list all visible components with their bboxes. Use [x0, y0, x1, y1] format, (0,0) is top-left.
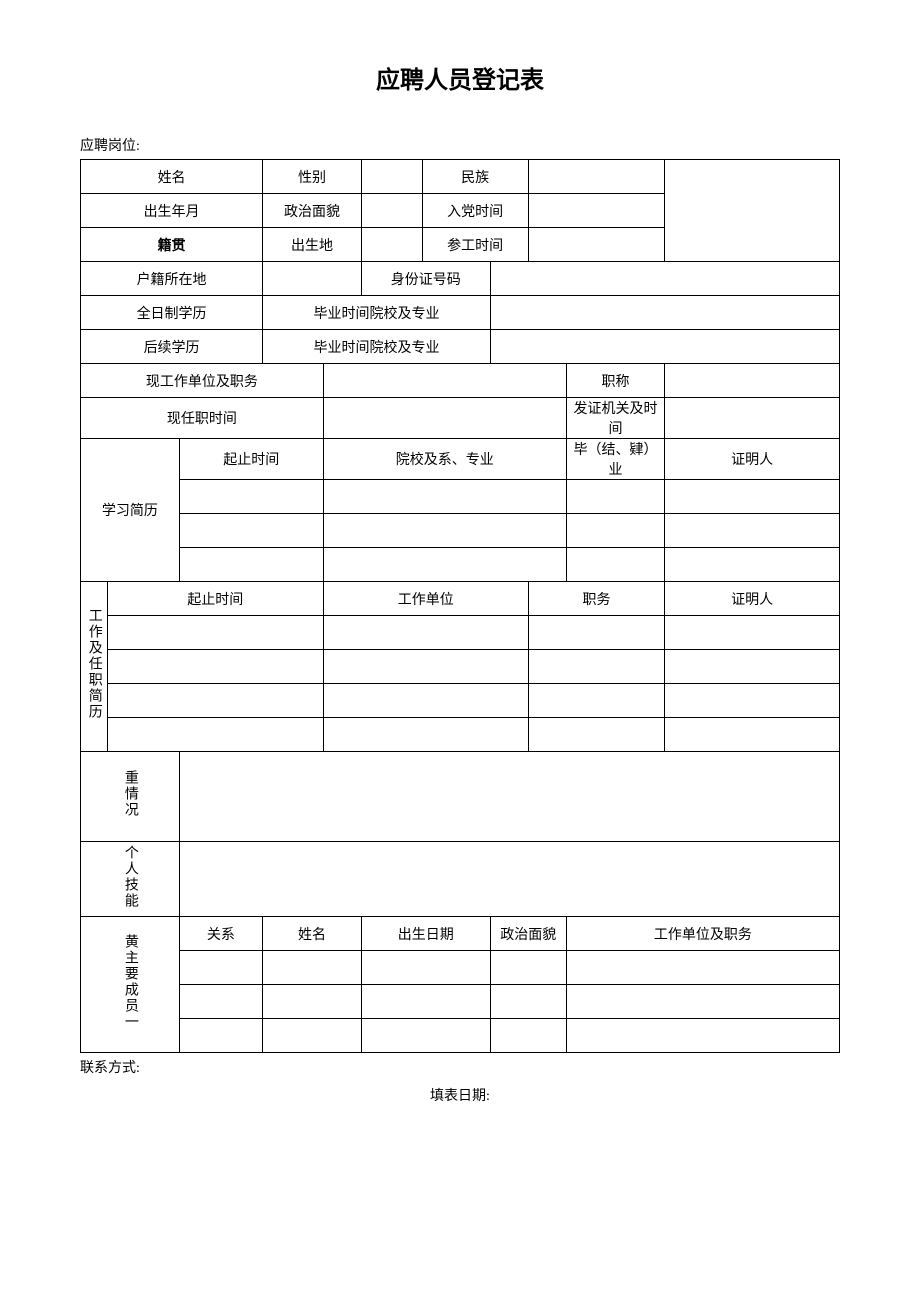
label-cert: 发证机关及时间: [566, 398, 665, 439]
label-id: 身份证号码: [361, 262, 490, 296]
label-political: 政治面貌: [263, 194, 362, 228]
position-label: 应聘岗位:: [80, 135, 840, 155]
row-study-2: [81, 514, 840, 548]
label-work-unit: 工作单位: [323, 582, 528, 616]
label-tenure: 现任职时间: [81, 398, 324, 439]
label-study-period: 起止时间: [179, 439, 323, 480]
label-edu-cont: 后续学历: [81, 330, 263, 364]
value-current-work: [323, 364, 566, 398]
label-party-date: 入党时间: [422, 194, 528, 228]
row-family-header: 黄主要成员一 关系 姓名 出生日期 政治面貌 工作单位及职务: [81, 917, 840, 951]
row-edu-cont: 后续学历 毕业时间院校及专业: [81, 330, 840, 364]
value-party-date: [528, 194, 665, 228]
row-study-header: 学习简历 起止时间 院校及系、专业 毕（结、肄）业 证明人: [81, 439, 840, 480]
value-tenure: [323, 398, 566, 439]
label-gender: 性别: [263, 160, 362, 194]
row-family-2: [81, 985, 840, 1019]
row-important: 重情况: [81, 752, 840, 842]
label-work-date: 参工时间: [422, 228, 528, 262]
label-family-relation: 关系: [179, 917, 262, 951]
label-study-witness: 证明人: [665, 439, 840, 480]
row-work-3: [81, 684, 840, 718]
row-work-4: [81, 718, 840, 752]
label-study: 学习简历: [81, 439, 180, 582]
label-current-work: 现工作单位及职务: [81, 364, 324, 398]
label-work-witness: 证明人: [665, 582, 840, 616]
date-label: 填表日期:: [80, 1085, 840, 1105]
label-work-position: 职务: [528, 582, 665, 616]
row-study-3: [81, 548, 840, 582]
value-birthplace: [361, 228, 422, 262]
value-political: [361, 194, 422, 228]
row-tenure: 现任职时间 发证机关及时间: [81, 398, 840, 439]
label-family-dob: 出生日期: [361, 917, 490, 951]
value-gender: [361, 160, 422, 194]
value-id: [490, 262, 839, 296]
label-work: 工作及任职简历: [81, 582, 108, 752]
row-family-1: [81, 951, 840, 985]
value-grad-full: [490, 296, 839, 330]
row-current-work: 现工作单位及职务 职称: [81, 364, 840, 398]
row-hukou: 户籍所在地 身份证号码: [81, 262, 840, 296]
value-cert: [665, 398, 840, 439]
label-family: 黄主要成员一: [81, 917, 180, 1053]
label-native: 籍贯: [81, 228, 263, 262]
label-birthplace: 出生地: [263, 228, 362, 262]
label-work-period: 起止时间: [107, 582, 323, 616]
label-name: 姓名: [81, 160, 263, 194]
label-study-result: 毕（结、肄）业: [566, 439, 665, 480]
row-work-2: [81, 650, 840, 684]
row-study-1: [81, 480, 840, 514]
registration-table: 姓名 性别 民族 出生年月 政治面貌 入党时间 籍贯 出生地 参工时间 户籍所在…: [80, 159, 840, 1053]
label-important: 重情况: [81, 752, 180, 842]
row-basic-1: 姓名 性别 民族: [81, 160, 840, 194]
label-family-work: 工作单位及职务: [566, 917, 839, 951]
label-grad-full: 毕业时间院校及专业: [263, 296, 491, 330]
label-family-political: 政治面貌: [490, 917, 566, 951]
label-study-school: 院校及系、专业: [323, 439, 566, 480]
value-ethnicity: [528, 160, 665, 194]
row-work-1: [81, 616, 840, 650]
label-family-name: 姓名: [263, 917, 362, 951]
value-work-date: [528, 228, 665, 262]
label-skills: 个人技能: [81, 842, 180, 917]
label-title: 职称: [566, 364, 665, 398]
value-title: [665, 364, 840, 398]
row-skills: 个人技能: [81, 842, 840, 917]
label-ethnicity: 民族: [422, 160, 528, 194]
value-skills: [179, 842, 839, 917]
form-title: 应聘人员登记表: [80, 60, 840, 95]
value-important: [179, 752, 839, 842]
label-grad-cont: 毕业时间院校及专业: [263, 330, 491, 364]
label-edu-full: 全日制学历: [81, 296, 263, 330]
contact-label: 联系方式:: [80, 1057, 840, 1077]
label-hukou: 户籍所在地: [81, 262, 263, 296]
row-family-3: [81, 1019, 840, 1053]
value-hukou: [263, 262, 362, 296]
row-work-header: 工作及任职简历 起止时间 工作单位 职务 证明人: [81, 582, 840, 616]
row-edu-full: 全日制学历 毕业时间院校及专业: [81, 296, 840, 330]
value-grad-cont: [490, 330, 839, 364]
photo-area: [665, 160, 840, 262]
label-dob: 出生年月: [81, 194, 263, 228]
